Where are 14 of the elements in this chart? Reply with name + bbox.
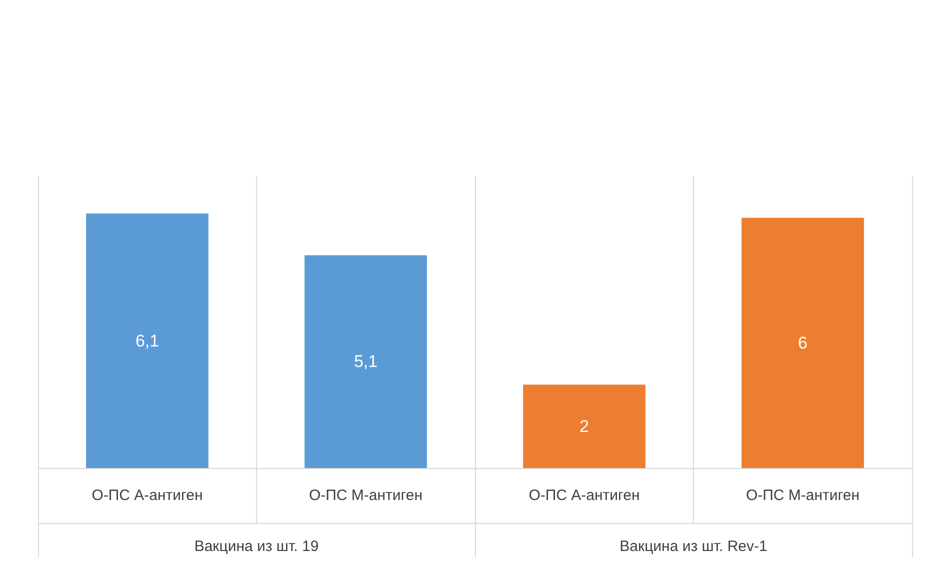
bar <box>523 384 646 468</box>
bar <box>304 255 427 468</box>
bar <box>86 214 208 468</box>
x-tick-label: О-ПС М-антиген <box>746 487 860 504</box>
data-label: 2 <box>580 416 589 436</box>
text: Вакцина из шт. Rev-1 <box>620 538 768 555</box>
text: Вакцина из шт. 19 <box>194 538 319 555</box>
data-label: 6 <box>798 333 808 352</box>
x-tick-label: О-ПС А-антиген <box>92 487 203 504</box>
data-label: 5,1 <box>354 352 378 372</box>
x-tick-label: О-ПС М-антиген <box>308 487 423 504</box>
data-label: 6,1 <box>135 331 160 350</box>
x-tick-label: О-ПС А-антиген <box>528 487 640 504</box>
bar <box>742 218 864 468</box>
